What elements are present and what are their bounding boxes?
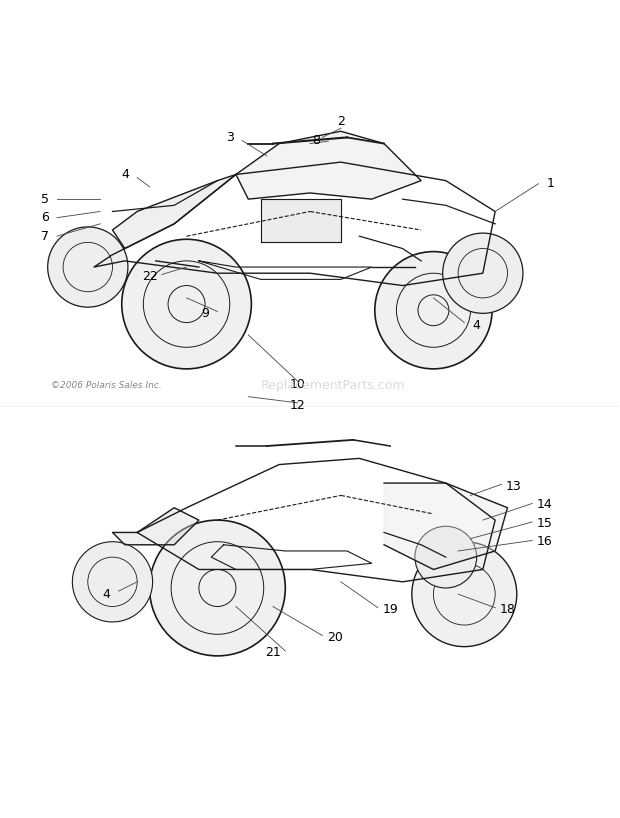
Text: 7: 7 [40, 230, 48, 243]
Text: 14: 14 [537, 498, 552, 511]
Text: 8: 8 [312, 134, 320, 147]
Text: 6: 6 [41, 211, 48, 224]
Text: 20: 20 [327, 631, 343, 644]
Text: ©2006 Polaris Sales Inc.: ©2006 Polaris Sales Inc. [51, 381, 162, 390]
Text: 4: 4 [472, 319, 480, 332]
Text: 10: 10 [290, 378, 306, 391]
Polygon shape [260, 199, 341, 242]
Polygon shape [112, 508, 199, 545]
Ellipse shape [149, 520, 285, 656]
Text: 12: 12 [290, 399, 306, 412]
Text: 4: 4 [102, 587, 110, 600]
Text: 21: 21 [265, 646, 281, 659]
Text: 3: 3 [226, 131, 234, 144]
Text: 18: 18 [500, 603, 515, 616]
Text: 15: 15 [536, 517, 552, 530]
Text: 13: 13 [506, 479, 521, 492]
Polygon shape [384, 483, 508, 569]
Polygon shape [236, 131, 421, 199]
Text: 19: 19 [383, 603, 398, 616]
Ellipse shape [73, 542, 153, 622]
Text: 2: 2 [337, 115, 345, 128]
Text: 22: 22 [141, 270, 157, 283]
Text: 1: 1 [547, 178, 555, 191]
Ellipse shape [48, 227, 128, 307]
Ellipse shape [412, 542, 516, 647]
Text: ReplacementParts.com: ReplacementParts.com [260, 379, 405, 392]
Ellipse shape [375, 252, 492, 369]
Text: 5: 5 [40, 193, 48, 205]
Ellipse shape [122, 239, 251, 369]
Ellipse shape [443, 233, 523, 313]
Ellipse shape [415, 526, 477, 588]
Text: 4: 4 [121, 168, 129, 181]
Text: 9: 9 [201, 307, 209, 320]
Polygon shape [112, 174, 236, 249]
Text: 16: 16 [537, 535, 552, 548]
